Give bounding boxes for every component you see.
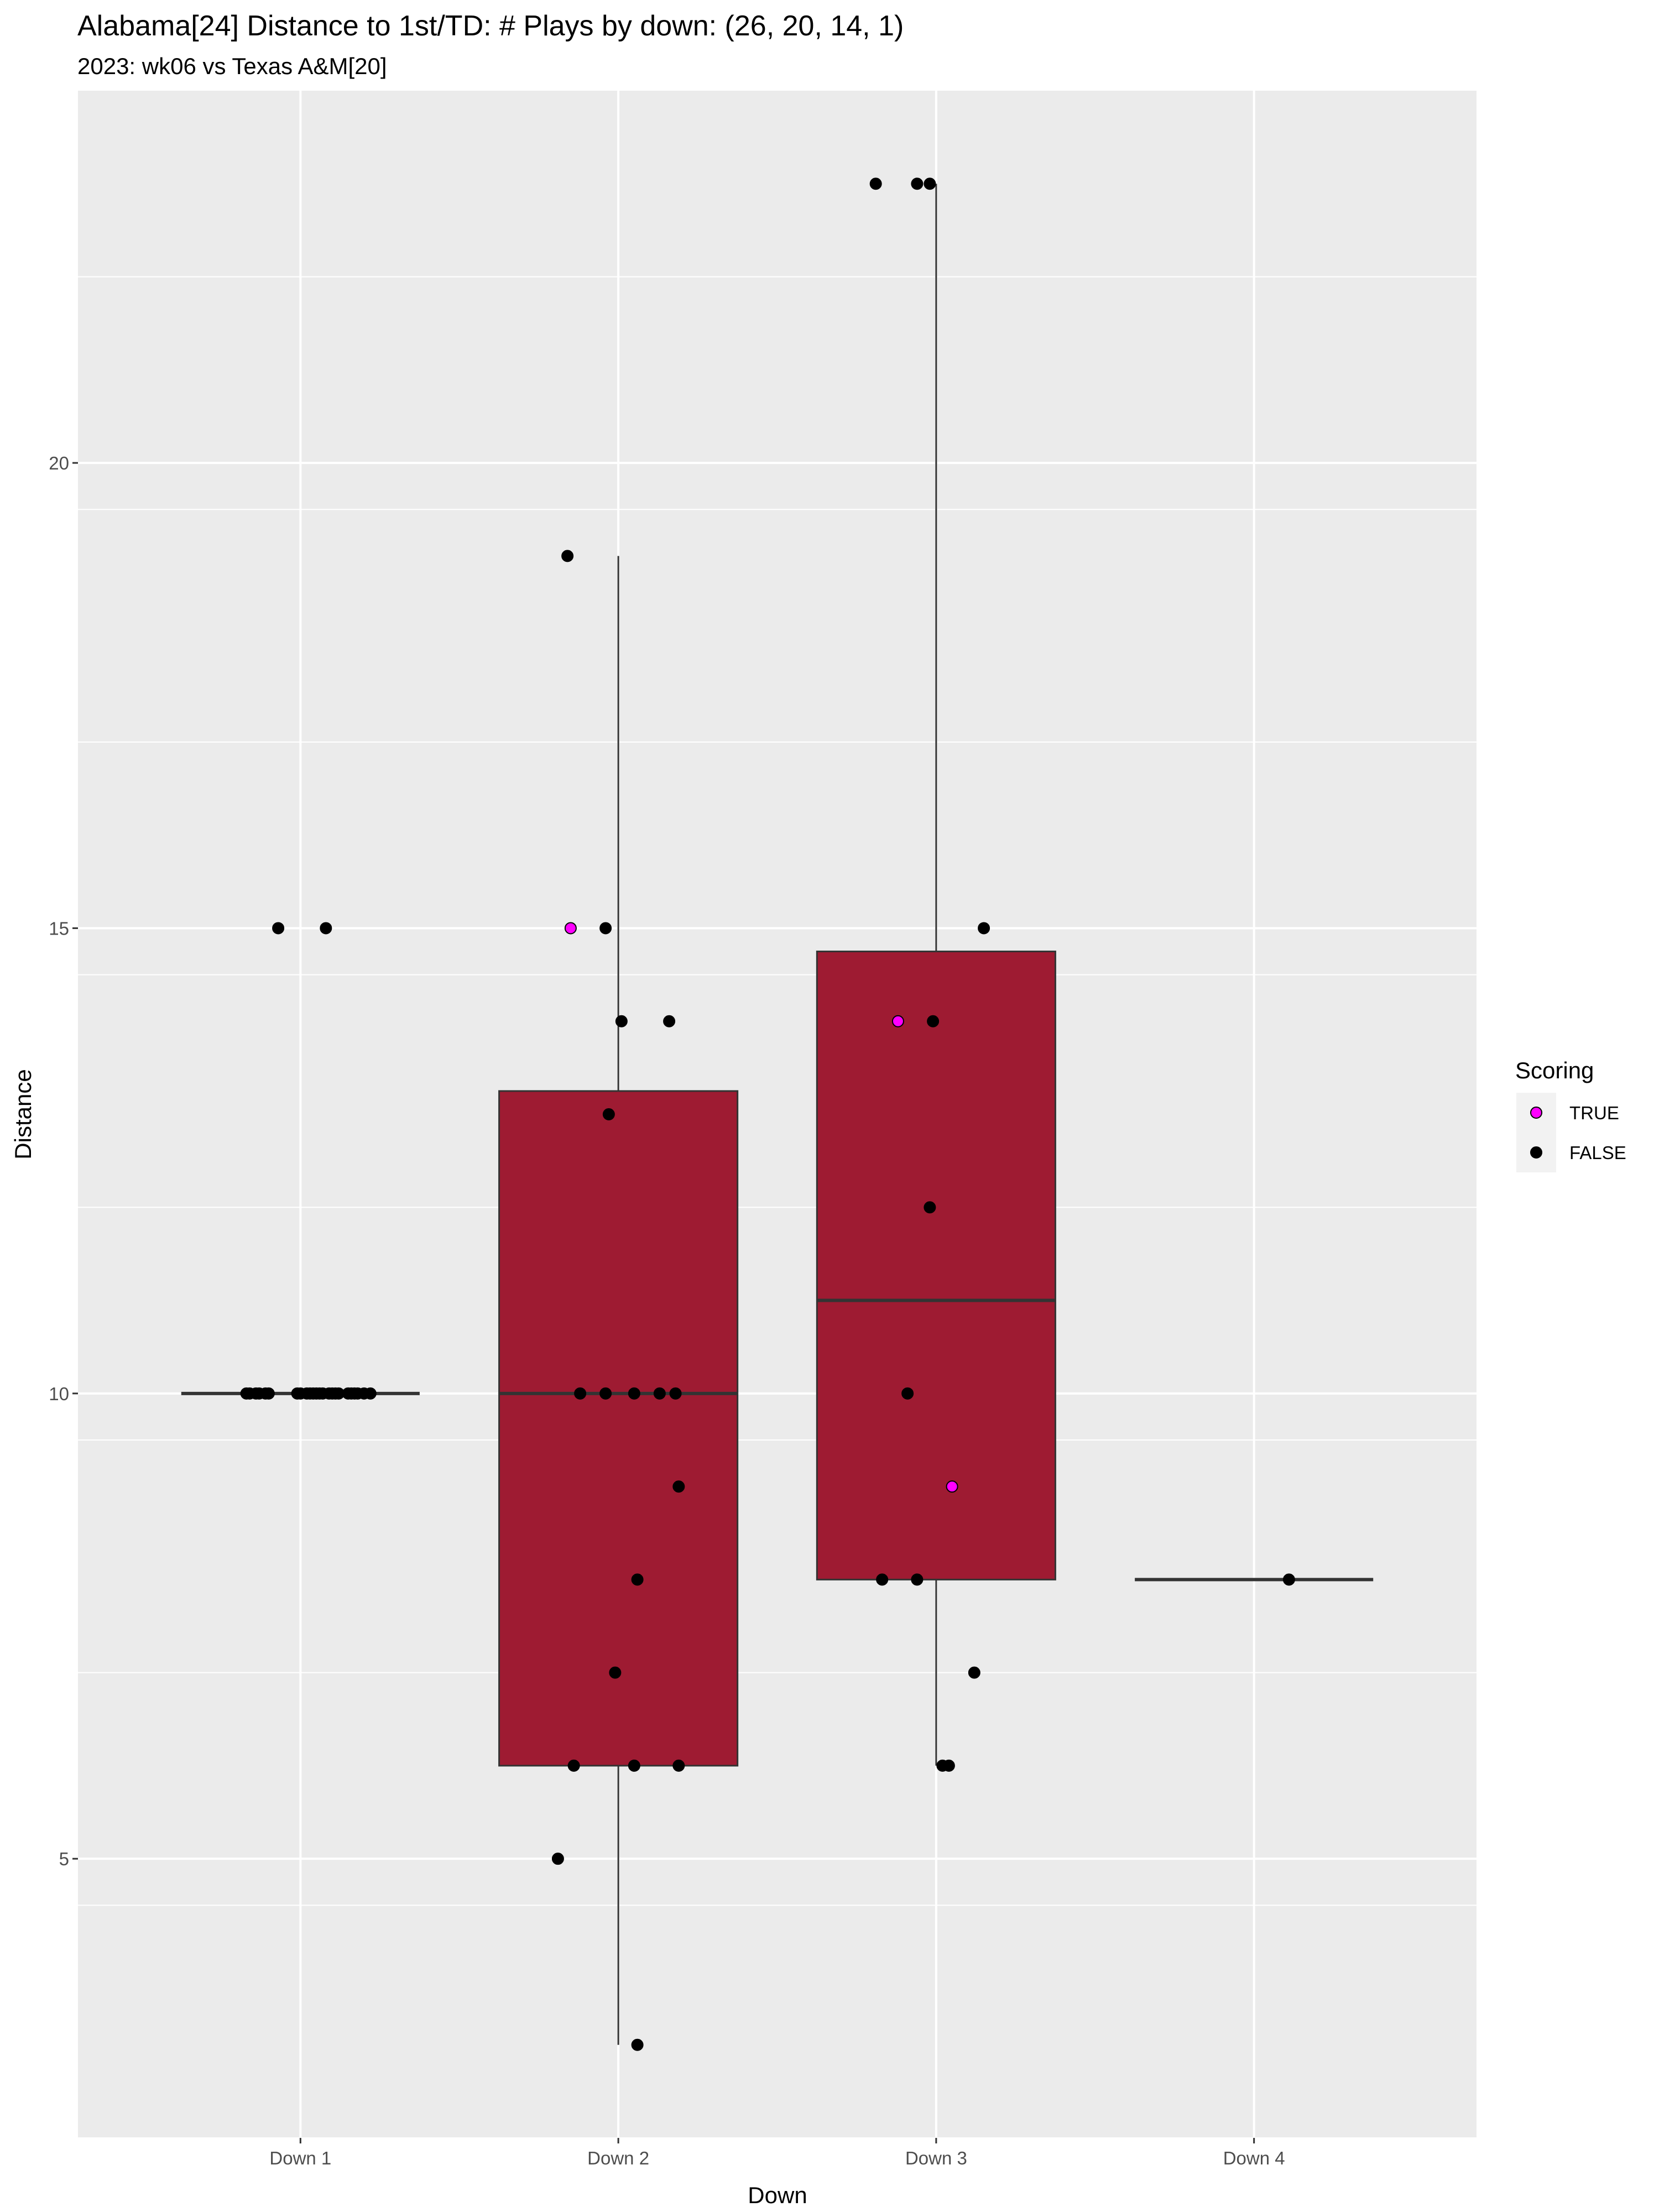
- y-tick-label: 15: [49, 918, 69, 938]
- data-point: [567, 1759, 580, 1772]
- data-point: [901, 1387, 914, 1400]
- data-point: [876, 1573, 889, 1586]
- data-point: [669, 1387, 682, 1400]
- data-point: [628, 1759, 640, 1772]
- chart-title: Alabama[24] Distance to 1st/TD: # Plays …: [77, 10, 904, 42]
- x-axis-title: Down: [748, 2182, 807, 2208]
- data-point: [942, 1759, 955, 1772]
- legend: Scoring TRUE FALSE: [1515, 1057, 1626, 1172]
- x-tick-label: Down 1: [269, 2148, 331, 2168]
- y-axis-title: Distance: [10, 1069, 36, 1159]
- data-point: [653, 1387, 666, 1400]
- box-iqr: [498, 1090, 739, 1767]
- legend-key-false: [1530, 1146, 1542, 1159]
- data-point: [628, 1387, 640, 1400]
- legend-title: Scoring: [1515, 1057, 1594, 1083]
- data-point: [672, 1480, 685, 1493]
- data-point-scoring: [946, 1480, 958, 1493]
- data-point: [631, 2038, 644, 2051]
- data-point: [663, 1015, 676, 1027]
- data-point: [869, 178, 882, 190]
- box-iqr: [816, 951, 1056, 1580]
- data-point: [978, 922, 990, 935]
- legend-label-true: TRUE: [1569, 1103, 1619, 1123]
- data-point: [1282, 1573, 1295, 1586]
- data-point: [924, 178, 936, 190]
- y-tick-label: 5: [59, 1849, 69, 1869]
- data-point: [924, 1201, 936, 1214]
- data-point: [602, 1108, 615, 1120]
- y-tick-label: 10: [49, 1384, 69, 1404]
- boxes: [181, 184, 1374, 2045]
- data-point: [672, 1759, 685, 1772]
- y-tick-label: 20: [49, 453, 69, 473]
- data-point: [615, 1015, 628, 1027]
- plot-panel: [78, 91, 1477, 2138]
- data-point-scoring: [891, 1015, 904, 1027]
- data-point: [911, 178, 924, 190]
- data-point: [609, 1666, 622, 1679]
- data-point: [574, 1387, 587, 1400]
- data-point: [599, 1387, 612, 1400]
- data-point: [551, 1853, 564, 1865]
- data-point: [320, 922, 332, 935]
- legend-key-true: [1530, 1107, 1542, 1119]
- data-point: [599, 922, 612, 935]
- data-point: [262, 1387, 275, 1400]
- data-point: [561, 550, 574, 562]
- data-point: [272, 922, 285, 935]
- data-point: [364, 1387, 377, 1400]
- data-point: [911, 1573, 924, 1586]
- legend-label-false: FALSE: [1569, 1142, 1626, 1163]
- data-point: [927, 1015, 940, 1027]
- data-point-scoring: [564, 922, 577, 935]
- legend-key-background: [1516, 1093, 1556, 1172]
- x-tick-label: Down 2: [587, 2148, 649, 2168]
- data-points: [240, 178, 1295, 2051]
- chart-subtitle: 2023: wk06 vs Texas A&M[20]: [77, 53, 387, 79]
- x-tick-label: Down 3: [905, 2148, 967, 2168]
- data-point: [631, 1573, 644, 1586]
- data-point: [968, 1666, 980, 1679]
- x-tick-label: Down 4: [1223, 2148, 1285, 2168]
- axes: 5 10 15 20 Down 1 Down 2 Down 3 Down 4: [49, 453, 1285, 2168]
